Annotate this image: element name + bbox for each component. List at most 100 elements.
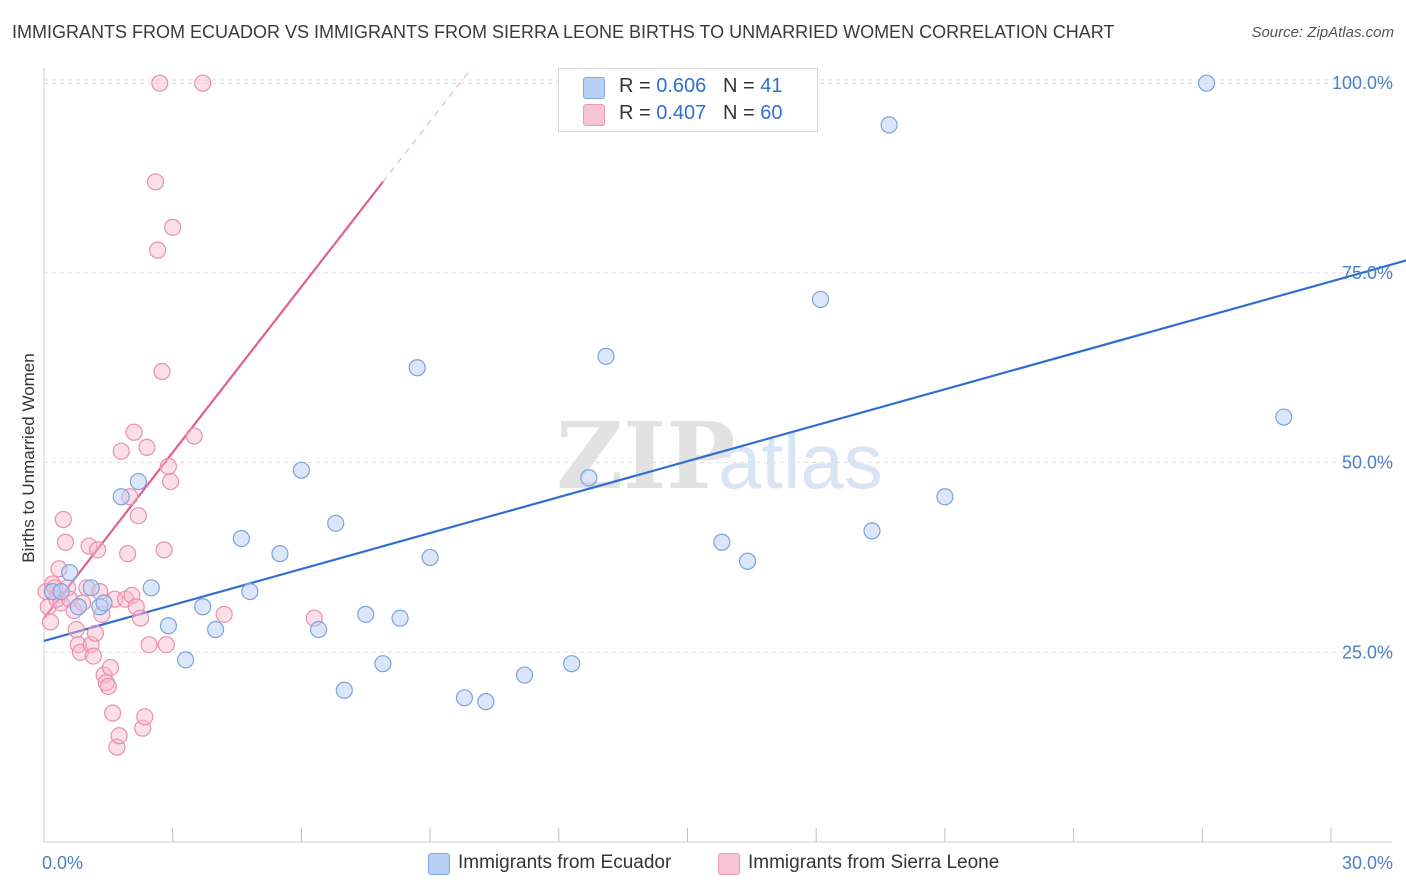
point-sierra-leone [123, 586, 141, 604]
point-ecuador [421, 548, 439, 567]
point-ecuador [335, 681, 353, 699]
point-sierra-leone [89, 541, 107, 559]
legend-r-label: R = [619, 102, 651, 124]
point-sierra-leone [80, 537, 98, 555]
point-ecuador [241, 582, 259, 601]
legend-swatch-sierra [583, 104, 605, 126]
point-sierra-leone [41, 613, 60, 631]
point-sierra-leone [127, 598, 145, 616]
point-sierra-leone [185, 427, 203, 445]
point-ecuador [713, 533, 731, 551]
point-ecuador [69, 598, 87, 616]
trend-line-ecuador [43, 259, 1406, 642]
bottom-legend-label-sierra: Immigrants from Sierra Leone [748, 852, 1000, 873]
point-ecuador [580, 469, 598, 487]
point-ecuador [408, 359, 426, 377]
y-tick-label: 25.0% [1342, 642, 1393, 662]
point-ecuador [292, 461, 310, 479]
legend-n-sierra: 60 [760, 102, 783, 124]
point-sierra-leone [140, 636, 158, 654]
point-sierra-leone [157, 636, 175, 654]
point-ecuador [61, 564, 79, 582]
point-ecuador [738, 552, 757, 570]
chart-title: IMMIGRANTS FROM ECUADOR VS IMMIGRANTS FR… [12, 22, 1115, 42]
point-ecuador [597, 347, 615, 365]
legend-n-label: N = [722, 102, 755, 124]
point-sierra-leone [56, 533, 75, 551]
stats-legend: R = 0.606 N = 41 R = 0.407 N = 60 [558, 68, 818, 132]
point-ecuador [176, 651, 195, 669]
point-ecuador [82, 579, 100, 597]
y-tick-label: 50.0% [1342, 453, 1393, 473]
point-sierra-leone [194, 74, 212, 92]
x-tick-label: 0.0% [42, 853, 83, 873]
point-ecuador [936, 488, 954, 506]
legend-r-sierra: 0.407 [656, 102, 707, 124]
point-ecuador [477, 693, 495, 711]
point-sierra-leone [99, 677, 117, 696]
point-sierra-leone [125, 423, 143, 441]
point-sierra-leone [155, 541, 173, 559]
trend-sierra-leone [43, 71, 470, 619]
point-ecuador [129, 472, 147, 491]
point-ecuador [357, 605, 375, 623]
point-sierra-leone [119, 545, 137, 563]
legend-swatch-ecuador [583, 77, 605, 99]
point-sierra-leone [159, 457, 178, 475]
tick-labels: 25.0% 50.0% 75.0% 100.0% 0.0% 30.0% [42, 73, 1393, 873]
point-ecuador [232, 529, 250, 548]
legend-r-ecuador: 0.606 [656, 75, 707, 97]
legend-r-label: R = [619, 75, 651, 97]
y-tick-label: 75.0% [1342, 263, 1393, 283]
legend-n-ecuador: 41 [760, 75, 783, 97]
point-sierra-leone [138, 438, 156, 457]
point-ecuador [811, 290, 830, 309]
point-sierra-leone [136, 708, 154, 726]
y-tick-label: 100.0% [1332, 73, 1393, 93]
point-sierra-leone [67, 620, 85, 639]
gridlines [44, 79, 1391, 653]
point-sierra-leone [112, 442, 130, 460]
point-sierra-leone [54, 510, 72, 529]
bottom-legend-swatch-ecuador [428, 853, 450, 875]
point-ecuador [95, 594, 113, 612]
point-ecuador [563, 655, 581, 673]
point-sierra-leone [146, 173, 165, 191]
point-sierra-leone [153, 362, 171, 381]
bottom-legend-swatch-sierra [718, 853, 740, 875]
y-axis-label: Births to Unmarried Women [19, 353, 38, 562]
point-ecuador [1197, 74, 1216, 92]
point-sierra-leone [129, 507, 147, 525]
point-ecuador [515, 666, 534, 684]
point-sierra-leone [86, 624, 105, 642]
point-ecuador [207, 620, 225, 639]
point-ecuador [112, 488, 130, 506]
point-ecuador [52, 582, 70, 601]
legend-n-label: N = [722, 75, 755, 97]
point-ecuador [391, 609, 409, 627]
point-ecuador [159, 617, 178, 635]
point-ecuador [194, 598, 212, 616]
chart-source: Source: ZipAtlas.com [1251, 24, 1394, 41]
point-ecuador [309, 620, 328, 639]
point-sierra-leone [84, 647, 102, 665]
point-sierra-leone [104, 704, 122, 722]
point-ecuador [327, 514, 345, 532]
point-ecuador [271, 545, 289, 563]
point-ecuador [863, 522, 881, 540]
points-ecuador [43, 74, 1293, 711]
points-sierra-leone [37, 74, 323, 756]
point-sierra-leone [131, 609, 150, 627]
point-sierra-leone [164, 218, 182, 236]
x-tick-label: 30.0% [1342, 853, 1393, 873]
point-sierra-leone [161, 472, 180, 491]
point-ecuador [1275, 408, 1293, 426]
point-sierra-leone [215, 605, 233, 623]
trend-ecuador [43, 259, 1406, 642]
point-ecuador [880, 116, 898, 134]
point-ecuador [455, 689, 474, 707]
point-sierra-leone [151, 74, 169, 92]
point-sierra-leone [101, 658, 120, 677]
point-ecuador [142, 579, 160, 597]
